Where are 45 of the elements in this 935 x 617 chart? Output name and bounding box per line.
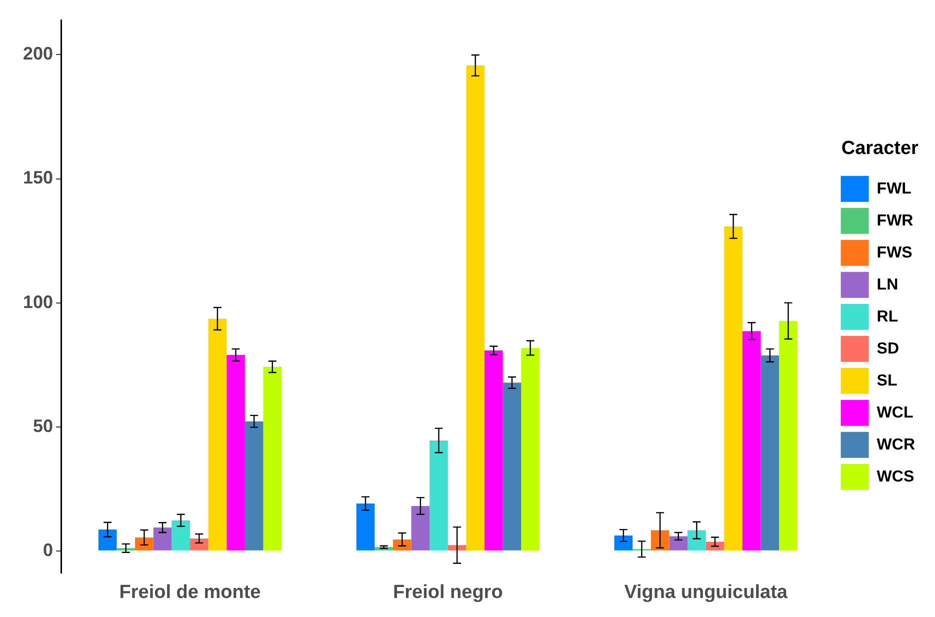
legend-label: LN [876,276,898,294]
legend-title: Caracter [841,138,920,159]
bar [521,348,540,550]
x-tick-label: Vigna unguiculata [624,582,788,603]
legend-label: RL [876,308,898,326]
bar [650,530,670,550]
bar [779,320,798,550]
y-tick-label: 100 [22,292,54,312]
y-tick-label: 0 [43,540,54,560]
y-tick-label: 150 [22,168,54,188]
bar [502,382,522,550]
bar [742,331,761,550]
bar [466,65,485,550]
x-tick-label: Freiol de monte [119,582,261,603]
legend-label: FWS [876,244,913,262]
bar [172,520,190,550]
legend-label: WCS [876,468,914,486]
bar [356,503,375,550]
legend-label: SD [876,340,900,358]
legend-label: WCR [876,436,916,454]
y-tick-label: 200 [22,44,54,64]
bar [263,366,282,550]
bar [153,528,172,550]
bar [190,538,208,550]
legend-label: WCL [876,404,914,422]
y-tick-label: 50 [33,416,54,436]
legend-label: FWR [876,212,914,230]
bar [448,545,466,550]
bar [614,535,633,550]
bar [226,354,245,550]
bar [724,226,742,550]
bar [411,506,430,550]
bar [98,530,117,550]
bar [392,539,412,550]
legend-label: FWL [876,180,912,198]
x-tick-label: Freiol negro [393,582,503,603]
bar [135,537,154,550]
bar [244,421,264,550]
bar [669,536,688,550]
bar [760,355,780,550]
bar [688,530,706,550]
legend-label: SL [876,372,898,390]
bar [208,318,227,550]
bar [484,350,503,550]
bar [430,440,448,550]
